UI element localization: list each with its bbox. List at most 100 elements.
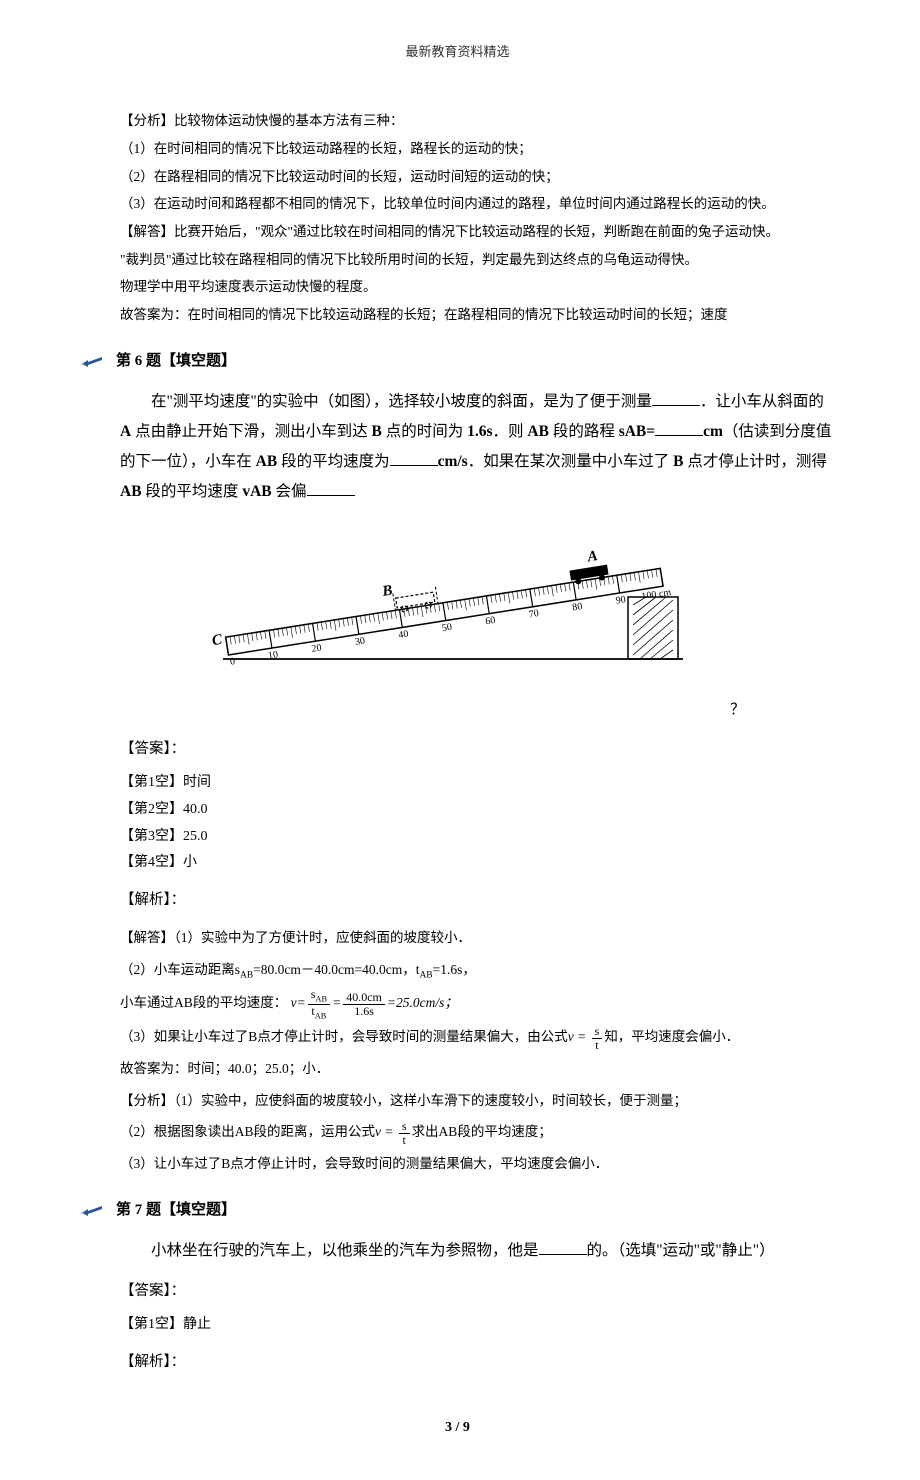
analysis-line: 【解答】比赛开始后，"观众"通过比较在时间相同的情况下比较运动路程的长短，判断跑… [120,219,835,245]
analysis-line: "裁判员"通过比较在路程相同的情况下比较所用时间的长短，判定最先到达终点的乌龟运… [120,247,835,273]
q6-text: 点由静止开始下滑，测出小车到达 [135,423,368,440]
q7-body: 小林坐在行驶的汽车上，以他乘坐的汽车为参照物，他是 的。（选填"运动"或"静止"） [120,1236,835,1266]
formula: v = st [375,1124,412,1139]
arrow-icon [80,352,108,370]
answer-label: 【答案】： [120,1278,835,1304]
sol-text: =80.0cm－40.0cm=40.0cm，t [253,962,419,977]
sol-text: =1.6s， [433,962,476,977]
answer-item: 【第1空】静止 [120,1312,835,1339]
label-a: A [585,548,598,566]
frac-den: t [399,1134,410,1147]
blank [655,420,703,436]
time-value: 1.6s [467,423,492,440]
solution-line: 【分析】（1）实验中，应使斜面的坡度较小，这样小车滑下的速度较小，时间较长，便于… [120,1086,835,1116]
formula-v: v= [291,995,306,1010]
solution-line: 故答案为：时间；40.0；25.0；小． [120,1054,835,1084]
subscript: AB [240,970,253,980]
answer-items: 【第1空】静止 [120,1312,835,1339]
blank [652,390,700,406]
sol-text: （3）如果让小车过了B点才停止计时，会导致时间的测量结果偏大，由公式 [120,1029,568,1044]
question-mark: ？ [80,697,745,724]
analysis-line: （3）在运动时间和路程都不相同的情况下，比较单位时间内通过的路程，单位时间内通过… [120,191,835,217]
q6-text: ．让小车从斜面的 [700,393,824,410]
ruler-mark: 20 [310,643,322,655]
q6-text: 点才停止计时，测得 [687,453,827,470]
blank [390,450,438,466]
sol-text: 求出AB段的平均速度； [412,1124,552,1139]
answer-items: 【第1空】时间 【第2空】40.0 【第3空】25.0 【第4空】小 [120,770,835,876]
formula-eq: = [332,995,341,1010]
frac-den: t [592,1039,603,1052]
point-a: A [120,423,131,440]
formula: v=sABtAB=40.0cm1.6s=25.0cm/s； [291,995,458,1010]
page-header: 最新教育资料精选 [80,40,835,63]
frac-num: 40.0cm [343,991,385,1005]
solution-line: （2）小车运动距离sAB=80.0cm－40.0cm=40.0cm，tAB=1.… [120,955,835,986]
sol-text: 知，平均速度会偏小． [604,1029,739,1044]
subscript: AB [419,970,432,980]
ruler-mark: 30 [354,636,366,648]
segment-ab: AB [527,423,549,440]
analysis-line: （1）在时间相同的情况下比较运动路程的长短，路程长的运动的快； [120,136,835,162]
ruler-mark: 60 [484,615,496,627]
q6-solution: 【解答】（1）实验中为了方便计时，应使斜面的坡度较小． （2）小车运动距离sAB… [120,923,835,1179]
formula-end: =25.0cm/s； [387,995,458,1010]
label-c: C [210,632,223,650]
q6-text: 段的平均速度为 [281,453,390,470]
q7-text: 小林坐在行驶的汽车上，以他乘坐的汽车为参照物，他是 [151,1242,539,1259]
solution-line: 小车通过AB段的平均速度： v=sABtAB=40.0cm1.6s=25.0cm… [120,988,835,1020]
analysis-line: 故答案为：在时间相同的情况下比较运动路程的长短；在路程相同的情况下比较运动时间的… [120,302,835,328]
solution-line: （3）让小车过了B点才停止计时，会导致时间的测量结果偏大，平均速度会偏小． [120,1149,835,1179]
solution-line: （2）根据图象读出AB段的距离，运用公式v = st求出AB段的平均速度； [120,1117,835,1147]
ruler-mark: 90 [614,595,626,607]
q6-text: 段的路程 [553,423,615,440]
ruler-mark: 0 [229,656,236,668]
segment-ab: AB [120,483,142,500]
q6-text: 点的时间为 [386,423,464,440]
ruler-mark: 80 [571,601,583,613]
page-number: 3 / 9 [445,1420,470,1435]
figure-incline: 0 10 20 30 40 50 60 70 80 [80,522,835,687]
frac-den: 1.6s [343,1005,385,1018]
q7-header: 第 7 题【填空题】 [80,1197,835,1224]
point-b: B [371,423,381,440]
unit-cm: cm [703,423,723,440]
ruler-mark: 40 [397,629,409,641]
q6-text: ．如果在某次测量中小车过了 [468,453,670,470]
s-ab: sAB= [619,423,655,440]
solution-line: （3）如果让小车过了B点才停止计时，会导致时间的测量结果偏大，由公式v = st… [120,1022,835,1052]
frac-num: s [399,1120,410,1134]
ruler-mark: 70 [528,608,540,620]
sol-text: 小车通过AB段的平均速度： [120,995,287,1010]
answer-item: 【第3空】25.0 [120,824,835,851]
q6-body: 在"测平均速度"的实验中（如图），选择较小坡度的斜面，是为了便于测量．让小车从斜… [120,387,835,508]
answer-item: 【第4空】小 [120,850,835,877]
answer-item: 【第1空】时间 [120,770,835,797]
formula: v = st [568,1029,605,1044]
sol-text: （2）根据图象读出AB段的距离，运用公式 [120,1124,375,1139]
analysis-line: 物理学中用平均速度表示运动快慢的程度。 [120,274,835,300]
answer-item: 【第2空】40.0 [120,797,835,824]
analysis-line: 【分析】比较物体运动快慢的基本方法有三种： [120,108,835,134]
v-ab: vAB [242,483,271,500]
analysis-block-1: 【分析】比较物体运动快慢的基本方法有三种： （1）在时间相同的情况下比较运动路程… [120,108,835,327]
formula-eq: = [381,1124,397,1139]
q6-text: 会偏 [275,483,306,500]
analysis-label: 【解析】： [120,1349,835,1375]
page-footer: 3 / 9 [80,1415,835,1440]
analysis-line: （2）在路程相同的情况下比较运动时间的长短，运动时间短的运动的快； [120,164,835,190]
blank [307,481,355,497]
answer-label: 【答案】： [120,736,835,762]
analysis-label: 【解析】： [120,887,835,913]
frac-num: s [592,1025,603,1039]
arrow-icon [80,1201,108,1219]
q7-text: 的。（选填"运动"或"静止"） [587,1242,775,1259]
solution-line: 【解答】（1）实验中为了方便计时，应使斜面的坡度较小． [120,923,835,953]
q6-text: 段的平均速度 [145,483,238,500]
q6-text: ．则 [493,423,524,440]
blank [539,1239,587,1255]
q6-title: 第 6 题【填空题】 [116,348,236,375]
q6-header: 第 6 题【填空题】 [80,348,835,375]
sol-text: （2）小车运动距离s [120,962,240,977]
label-b: B [380,583,393,601]
